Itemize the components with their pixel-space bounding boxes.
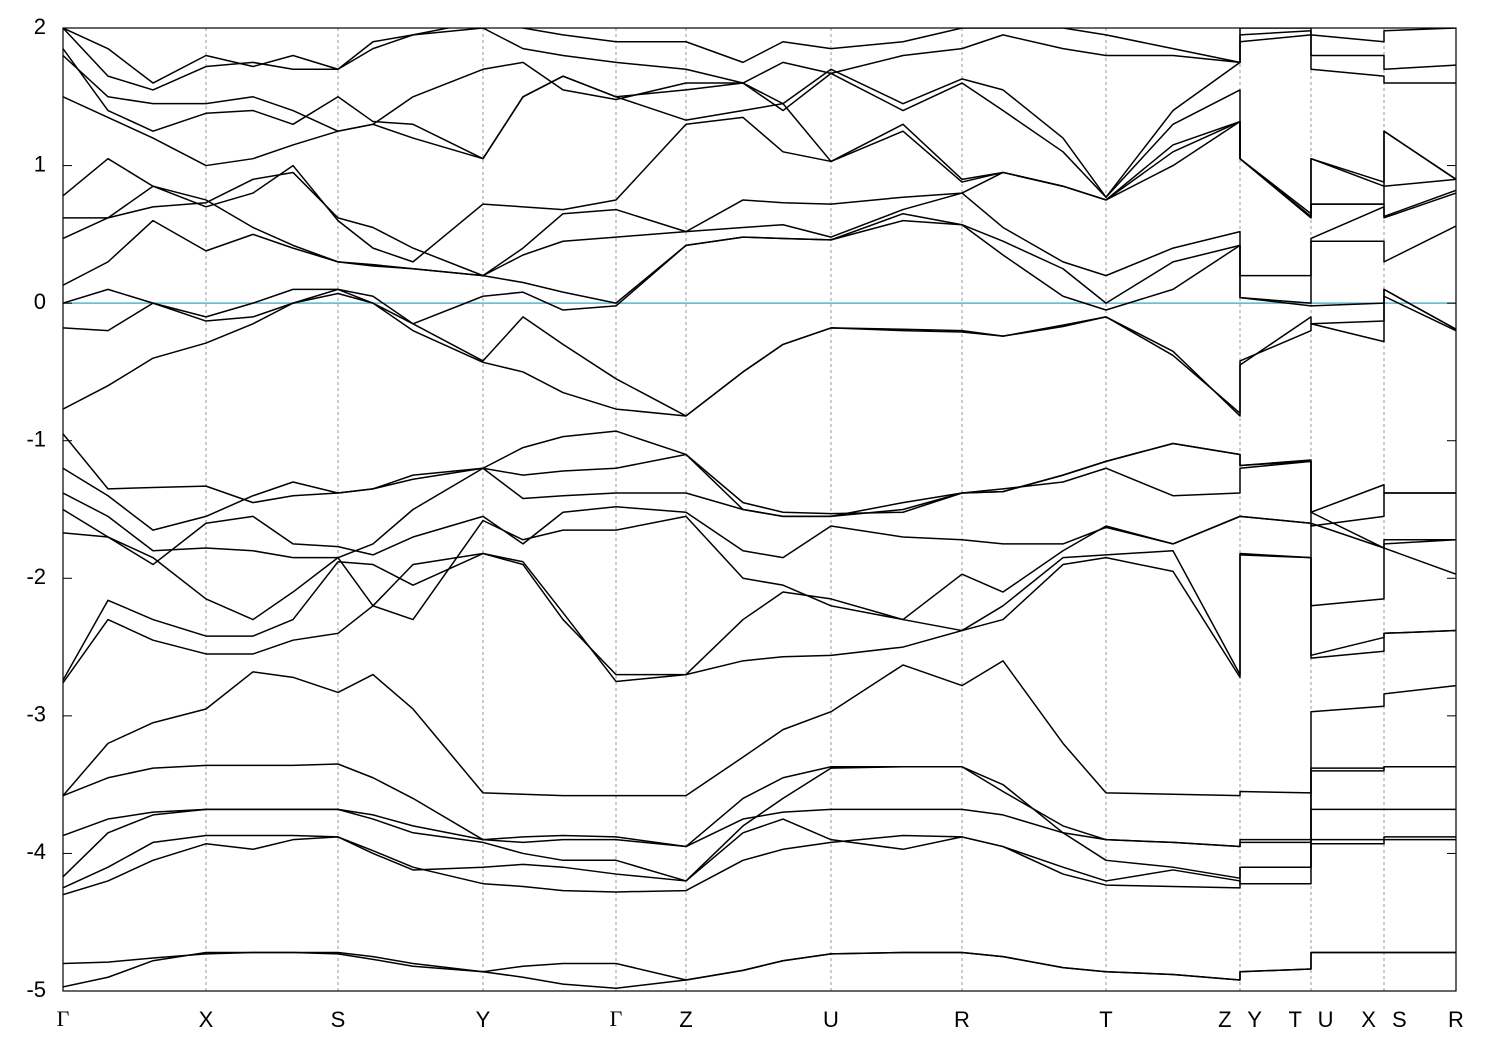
band-line (63, 506, 1456, 566)
axes: -5 -4 -3 -2 -1 0 1 2 Γ X S Y Γ Z U R T Z Y T U X S R (26, 14, 1464, 1032)
band-line (63, 288, 1456, 417)
band-line (63, 766, 1456, 882)
grid (62, 28, 1457, 991)
band-line (63, 515, 1456, 621)
x-tick-label: T (1099, 1007, 1112, 1032)
band-line (63, 460, 1456, 559)
band-line (63, 660, 1456, 797)
x-tick-label: X (199, 1007, 214, 1032)
x-tick-label: U (823, 1007, 839, 1032)
band-line (63, 951, 1456, 989)
band-line (63, 550, 1456, 683)
x-tick-label: Z Y (1218, 1007, 1262, 1032)
x-tick-label: Z (679, 1007, 692, 1032)
y-tick-label: -4 (26, 839, 46, 864)
band-line (63, 212, 1456, 304)
band-line (63, 288, 1456, 417)
band-line (63, 818, 1456, 889)
band-line (63, 28, 1456, 91)
x-tick-label: Y (476, 1007, 491, 1032)
band-line (63, 48, 1456, 215)
bands (63, 28, 1456, 989)
y-tick-label: 1 (34, 151, 46, 176)
y-tick-label: 2 (34, 14, 46, 39)
y-tick-label: -3 (26, 702, 46, 727)
band-line (63, 430, 1456, 575)
band-line (63, 763, 1456, 848)
band-line (63, 185, 1456, 277)
x-tick-label: X S (1361, 1007, 1406, 1032)
band-line (63, 834, 1456, 896)
x-tick-label: T U (1288, 1007, 1333, 1032)
x-tick-label: R (1448, 1007, 1464, 1032)
x-tick-label: R (954, 1007, 970, 1032)
x-tick-label: S (331, 1007, 346, 1032)
band-line (63, 120, 1456, 277)
band-line (63, 951, 1456, 988)
y-tick-label: -2 (26, 564, 46, 589)
band-line (63, 34, 1456, 198)
band-line (63, 75, 1456, 219)
y-tick-label: -1 (26, 427, 46, 452)
y-tick-label: 0 (34, 289, 46, 314)
band-line (63, 552, 1456, 684)
y-tick-label: -5 (26, 977, 46, 1002)
x-tick-label: Γ (57, 1006, 70, 1031)
plot-frame (62, 27, 1457, 992)
band-line (63, 28, 1456, 84)
x-tick-label: Γ (610, 1006, 623, 1031)
